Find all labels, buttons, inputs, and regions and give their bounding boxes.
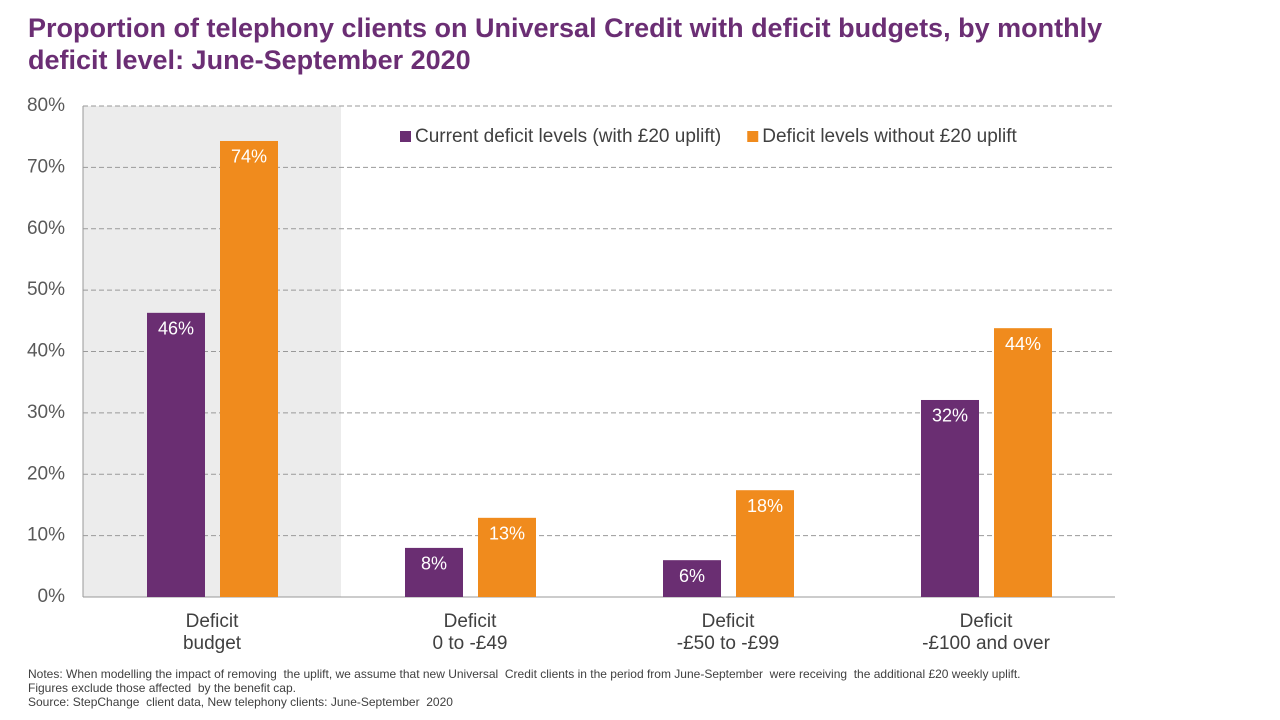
y-tick-label: 10% — [27, 525, 65, 546]
legend-swatch — [747, 131, 759, 142]
bar — [478, 517, 536, 597]
bar — [147, 312, 205, 597]
x-tick-label: Deficit — [960, 611, 1014, 632]
x-tick-label: -£50 to -£99 — [677, 633, 779, 654]
x-tick-label: Deficit — [702, 611, 756, 632]
bar — [921, 399, 979, 597]
data-label: 18% — [747, 496, 783, 516]
note-line: Figures exclude those affected by the be… — [28, 681, 296, 695]
note-line: Notes: When modelling the impact of remo… — [28, 667, 1021, 681]
y-tick-label: 0% — [38, 586, 66, 607]
y-tick-label: 60% — [27, 218, 65, 239]
bar — [994, 328, 1052, 597]
bar — [663, 560, 721, 597]
note-line: Source: StepChange client data, New tele… — [28, 695, 453, 709]
x-tick-label: Deficit — [186, 611, 240, 632]
legend-label: Current deficit levels (with £20 uplift) — [415, 126, 721, 147]
bar — [405, 547, 463, 597]
data-label: 46% — [158, 319, 194, 339]
data-label: 44% — [1005, 334, 1041, 354]
y-tick-label: 30% — [27, 402, 65, 423]
data-label: 32% — [932, 406, 968, 426]
x-tick-label: budget — [183, 633, 242, 654]
chart-title: Proportion of telephony clients on Unive… — [28, 13, 1103, 75]
y-tick-label: 80% — [27, 95, 65, 116]
legend-swatch — [400, 131, 411, 142]
legend-label: Deficit levels without £20 uplift — [762, 126, 1017, 147]
bar — [220, 140, 278, 597]
data-label: 74% — [231, 147, 267, 167]
data-label: 6% — [679, 566, 705, 586]
x-tick-label: 0 to -£49 — [433, 633, 508, 654]
x-tick-label: -£100 and over — [922, 633, 1050, 654]
x-tick-label: Deficit — [444, 611, 498, 632]
notes: Notes: When modelling the impact of remo… — [28, 667, 1021, 709]
y-tick-label: 70% — [27, 156, 65, 177]
bar — [736, 490, 794, 597]
y-tick-label: 40% — [27, 341, 65, 362]
data-label: 8% — [421, 554, 447, 574]
data-label: 13% — [489, 524, 525, 544]
y-tick-label: 50% — [27, 279, 65, 300]
y-tick-label: 20% — [27, 463, 65, 484]
